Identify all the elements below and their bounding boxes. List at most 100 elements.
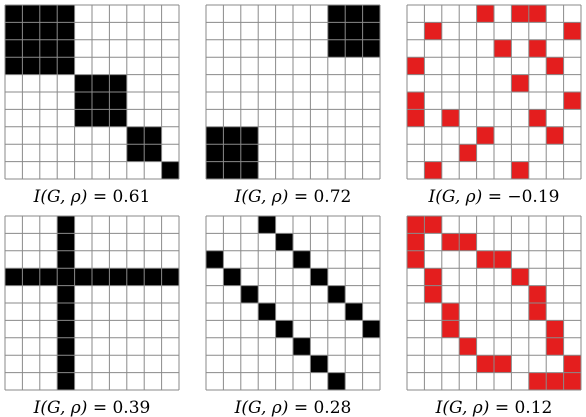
filled-cell	[240, 161, 259, 179]
filled-cell	[528, 5, 547, 23]
filled-cell	[494, 250, 512, 269]
filled-cell	[424, 268, 442, 286]
filled-cell	[441, 303, 460, 321]
filled-cell	[528, 39, 547, 58]
filled-cell	[92, 268, 110, 286]
filled-cell	[528, 285, 547, 303]
filled-cell	[441, 109, 460, 127]
filled-cell	[109, 92, 127, 110]
filled-cell	[22, 5, 40, 23]
filled-cell	[424, 161, 442, 179]
caption-args: (G, ρ)	[435, 187, 482, 207]
filled-cell	[441, 233, 460, 251]
filled-cell	[206, 126, 224, 145]
filled-cell	[223, 126, 241, 145]
filled-cell	[476, 355, 494, 373]
grid-panel-3: I(G, ρ) = −0.19	[406, 4, 582, 207]
caption-eq: =	[489, 398, 514, 417]
filled-cell	[546, 126, 564, 145]
grid-panels: I(G, ρ) = 0.61 I(G, ρ) = 0.72 I(G, ρ) = −0…	[4, 4, 582, 417]
filled-cell	[109, 74, 127, 92]
filled-cell	[528, 303, 547, 321]
filled-cell	[5, 5, 23, 23]
filled-cell	[57, 372, 75, 390]
caption-eq: =	[288, 398, 313, 417]
filled-cell	[57, 303, 75, 321]
caption-value: 0.72	[313, 187, 351, 207]
filled-cell	[206, 250, 224, 269]
caption-eq: =	[482, 187, 507, 207]
caption-lhs: I	[33, 187, 41, 207]
filled-cell	[39, 5, 58, 23]
filled-cell	[546, 372, 564, 390]
filled-cell	[407, 57, 425, 75]
filled-cell	[310, 268, 328, 286]
panel-caption: I(G, ρ) = 0.39	[33, 398, 151, 417]
filled-cell	[424, 285, 442, 303]
filled-cell	[161, 268, 179, 286]
filled-cell	[57, 268, 75, 286]
caption-args: (G, ρ)	[241, 187, 288, 207]
filled-cell	[57, 233, 75, 251]
filled-cell	[92, 109, 110, 127]
panel-caption: I(G, ρ) = 0.61	[33, 187, 151, 207]
filled-cell	[144, 144, 162, 162]
filled-cell	[22, 57, 40, 75]
caption-args: (G, ρ)	[241, 398, 288, 417]
filled-cell	[57, 355, 75, 373]
filled-cell	[563, 92, 581, 110]
caption-value: 0.61	[112, 187, 150, 207]
filled-cell	[57, 250, 75, 269]
filled-cell	[407, 250, 425, 269]
filled-cell	[161, 161, 179, 179]
filled-cell	[126, 144, 145, 162]
caption-lhs: I	[428, 187, 436, 207]
panel-caption: I(G, ρ) = −0.19	[428, 187, 560, 207]
filled-cell	[494, 39, 512, 58]
filled-cell	[327, 285, 346, 303]
caption-value: 0.39	[112, 398, 150, 417]
grid-panel-1: I(G, ρ) = 0.61	[4, 4, 180, 207]
filled-cell	[459, 144, 477, 162]
caption-value: 0.12	[514, 398, 552, 417]
filled-cell	[223, 144, 241, 162]
filled-cell	[407, 216, 425, 234]
filled-cell	[57, 285, 75, 303]
filled-cell	[57, 337, 75, 356]
filled-cell	[126, 268, 145, 286]
filled-cell	[74, 74, 92, 92]
filled-cell	[5, 22, 23, 40]
filled-cell	[511, 74, 529, 92]
caption-args: (G, ρ)	[40, 187, 87, 207]
grid-panel-5: I(G, ρ) = 0.28	[205, 215, 381, 417]
filled-cell	[240, 285, 259, 303]
caption-lhs: I	[33, 398, 41, 417]
filled-cell	[223, 268, 241, 286]
filled-cell	[407, 109, 425, 127]
filled-cell	[546, 337, 564, 356]
filled-cell	[563, 22, 581, 40]
filled-cell	[345, 22, 363, 40]
filled-cell	[5, 57, 23, 75]
caption-args: (G, ρ)	[40, 398, 87, 417]
filled-cell	[407, 233, 425, 251]
filled-cell	[22, 39, 40, 58]
filled-cell	[57, 320, 75, 338]
caption-value: −0.19	[507, 187, 559, 207]
filled-cell	[345, 39, 363, 58]
filled-cell	[327, 39, 346, 58]
filled-cell	[511, 161, 529, 179]
filled-cell	[5, 268, 23, 286]
filled-cell	[206, 161, 224, 179]
filled-cell	[22, 22, 40, 40]
filled-cell	[293, 337, 311, 356]
panel-caption: I(G, ρ) = 0.28	[234, 398, 352, 417]
caption-value: 0.28	[313, 398, 351, 417]
filled-cell	[476, 5, 494, 23]
filled-cell	[546, 320, 564, 338]
filled-cell	[39, 268, 58, 286]
panel-caption: I(G, ρ) = 0.12	[435, 398, 553, 417]
filled-cell	[511, 268, 529, 286]
caption-eq: =	[288, 187, 313, 207]
filled-cell	[57, 57, 75, 75]
